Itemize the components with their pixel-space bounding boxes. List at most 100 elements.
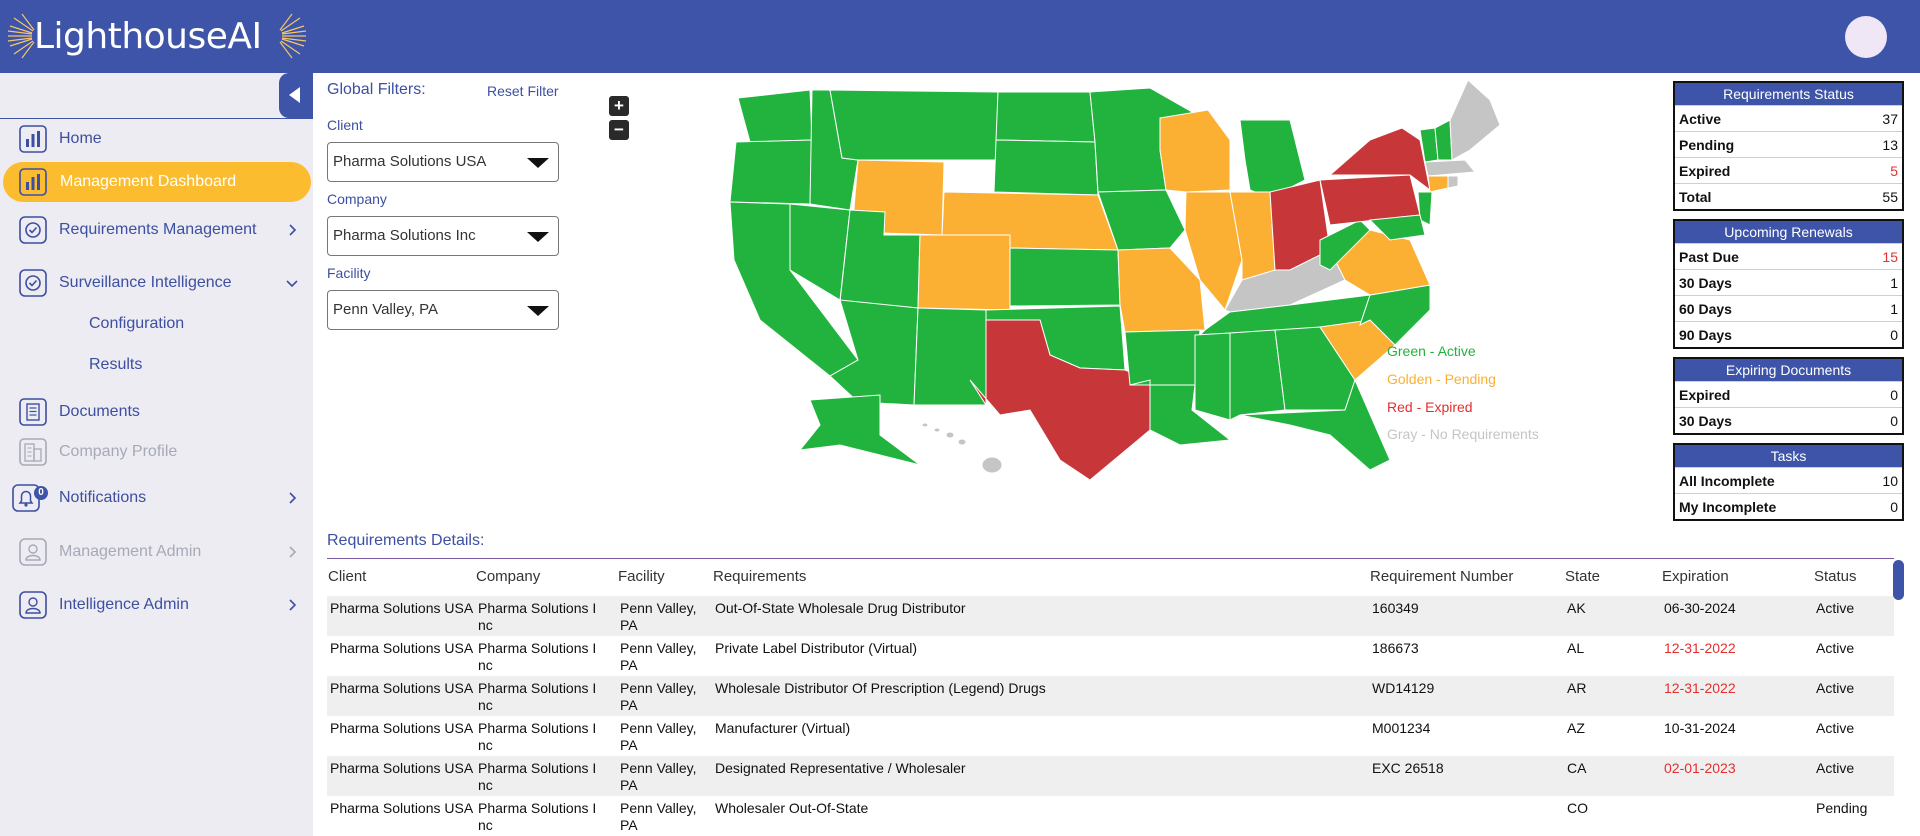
stat-row-my-incomplete[interactable]: My Incomplete 0 [1675, 493, 1902, 519]
state-fl [1239, 378, 1391, 471]
stat-row-total[interactable]: Total 55 [1675, 183, 1902, 209]
table-row[interactable]: Pharma Solutions USA Pharma Solutions In… [327, 756, 1894, 796]
bar-chart-icon [19, 168, 47, 196]
cell-requirement: Designated Representative / Wholesaler [715, 760, 966, 776]
stat-label: 60 Days [1679, 301, 1732, 317]
cell-company: Pharma Solutions Inc [478, 640, 597, 673]
sidebar-subitem-configuration[interactable]: Configuration [89, 315, 185, 332]
section-divider [327, 558, 1894, 559]
stat-row-30-days[interactable]: 30 Days 1 [1675, 269, 1902, 295]
sidebar-item-management-dashboard[interactable]: Management Dashboard [3, 162, 311, 202]
stat-value: 37 [1882, 111, 1898, 127]
us-states-map[interactable] [730, 80, 1510, 480]
state-wa [737, 89, 813, 143]
cell-requirement: Out-Of-State Wholesale Drug Distributor [715, 600, 966, 616]
panel-title: Expiring Documents [1675, 359, 1902, 381]
sidebar-item-label: Requirements Management [59, 221, 257, 238]
user-avatar[interactable] [1845, 16, 1887, 58]
cell-facility: Penn Valley, PA [620, 720, 697, 753]
state-tx [969, 319, 1151, 480]
stat-label: My Incomplete [1679, 499, 1777, 515]
stat-row-expired-docs[interactable]: Expired 0 [1675, 381, 1902, 407]
column-header-company[interactable]: Company [476, 568, 541, 585]
column-header-requirement-number[interactable]: Requirement Number [1370, 568, 1514, 585]
cell-state: AZ [1567, 720, 1585, 736]
column-header-facility[interactable]: Facility [618, 568, 665, 585]
state-ak [798, 394, 921, 466]
legend-expired: Red - Expired [1387, 399, 1473, 415]
table-row[interactable]: Pharma Solutions USA Pharma Solutions In… [327, 716, 1894, 756]
stat-row-all-incomplete[interactable]: All Incomplete 10 [1675, 467, 1902, 493]
cell-expiration: 12-31-2022 [1664, 640, 1736, 656]
sidebar-item-label: Surveillance Intelligence [59, 274, 232, 291]
legend-active: Green - Active [1387, 343, 1476, 359]
dropdown-caret-icon [527, 232, 549, 242]
stat-label: Total [1679, 189, 1712, 205]
stat-row-active[interactable]: Active 37 [1675, 105, 1902, 131]
cell-company: Pharma Solutions Inc [478, 720, 597, 753]
stat-label: Expired [1679, 387, 1731, 403]
cell-company: Pharma Solutions Inc [478, 760, 597, 793]
dropdown-caret-icon [527, 306, 549, 316]
column-header-client[interactable]: Client [328, 568, 367, 585]
stat-value: 13 [1882, 137, 1898, 153]
sidebar-collapse-button[interactable] [279, 73, 313, 118]
column-header-expiration[interactable]: Expiration [1662, 568, 1729, 585]
sidebar-item-management-admin[interactable]: Management Admin [0, 532, 313, 572]
brand-logo[interactable]: LighthouseAI [6, 12, 306, 60]
sidebar-item-requirements-management[interactable]: Requirements Management [0, 210, 313, 250]
state-or [730, 139, 813, 205]
cell-number: 186673 [1372, 640, 1419, 656]
sidebar-subitem-results[interactable]: Results [89, 356, 143, 373]
stat-row-30-days-docs[interactable]: 30 Days 0 [1675, 407, 1902, 433]
global-filters-title: Global Filters: [327, 81, 426, 98]
state-md [1368, 214, 1426, 241]
sidebar-item-label: Management Dashboard [60, 173, 237, 190]
table-row[interactable]: Pharma Solutions USA Pharma Solutions In… [327, 596, 1894, 636]
company-select[interactable]: Pharma Solutions Inc [327, 216, 559, 256]
cell-facility: Penn Valley, PA [620, 600, 697, 633]
table-row[interactable]: Pharma Solutions USA Pharma Solutions In… [327, 636, 1894, 676]
column-header-status[interactable]: Status [1814, 568, 1857, 585]
column-header-requirements[interactable]: Requirements [713, 568, 807, 585]
requirements-status-panel: Requirements Status Active 37 Pending 13 E… [1673, 81, 1904, 211]
sidebar-item-home[interactable]: Home [0, 119, 313, 159]
cell-client: Pharma Solutions USA [330, 760, 474, 776]
stat-row-90-days[interactable]: 90 Days 0 [1675, 321, 1902, 347]
sidebar-item-company-profile[interactable]: Company Profile [0, 432, 313, 472]
stat-label: 30 Days [1679, 413, 1732, 429]
sidebar-item-surveillance-intelligence[interactable]: Surveillance Intelligence [0, 263, 313, 303]
sidebar-item-documents[interactable]: Documents [0, 392, 313, 432]
map-zoom-out-button[interactable]: − [609, 120, 629, 140]
stat-value: 55 [1882, 189, 1898, 205]
stat-row-past-due[interactable]: Past Due 15 [1675, 243, 1902, 269]
lighthouse-burst-icon [7, 13, 306, 59]
table-row[interactable]: Pharma Solutions USA Pharma Solutions In… [327, 796, 1894, 836]
facility-select[interactable]: Penn Valley, PA [327, 290, 559, 330]
sidebar-item-intelligence-admin[interactable]: Intelligence Admin [0, 585, 313, 625]
stat-row-pending[interactable]: Pending 13 [1675, 131, 1902, 157]
cell-status: Active [1816, 720, 1855, 736]
reset-filter-link[interactable]: Reset Filter [487, 83, 559, 99]
state-ri [1447, 175, 1459, 189]
state-ia [1097, 189, 1186, 251]
client-select-value: Pharma Solutions USA [333, 153, 487, 170]
sidebar-item-label: Documents [59, 403, 140, 420]
expiring-documents-panel: Expiring Documents Expired 0 30 Days 0 [1673, 357, 1904, 435]
map-zoom-in-button[interactable]: + [609, 96, 629, 116]
company-label: Company [327, 191, 387, 207]
brand-name: LighthouseAI [34, 15, 262, 57]
column-header-state[interactable]: State [1565, 568, 1601, 585]
cell-status: Active [1816, 760, 1855, 776]
cell-client: Pharma Solutions USA [330, 680, 474, 696]
table-row[interactable]: Pharma Solutions USA Pharma Solutions In… [327, 676, 1894, 716]
cell-state: AK [1567, 600, 1586, 616]
sidebar-item-notifications[interactable]: 0 Notifications [0, 478, 313, 518]
stat-value: 0 [1890, 387, 1898, 403]
table-scrollbar[interactable] [1893, 560, 1904, 600]
upcoming-renewals-panel: Upcoming Renewals Past Due 15 30 Days 1 60… [1673, 219, 1904, 349]
client-select[interactable]: Pharma Solutions USA [327, 142, 559, 182]
stat-row-60-days[interactable]: 60 Days 1 [1675, 295, 1902, 321]
stat-row-expired[interactable]: Expired 5 [1675, 157, 1902, 183]
stat-label: All Incomplete [1679, 473, 1775, 489]
